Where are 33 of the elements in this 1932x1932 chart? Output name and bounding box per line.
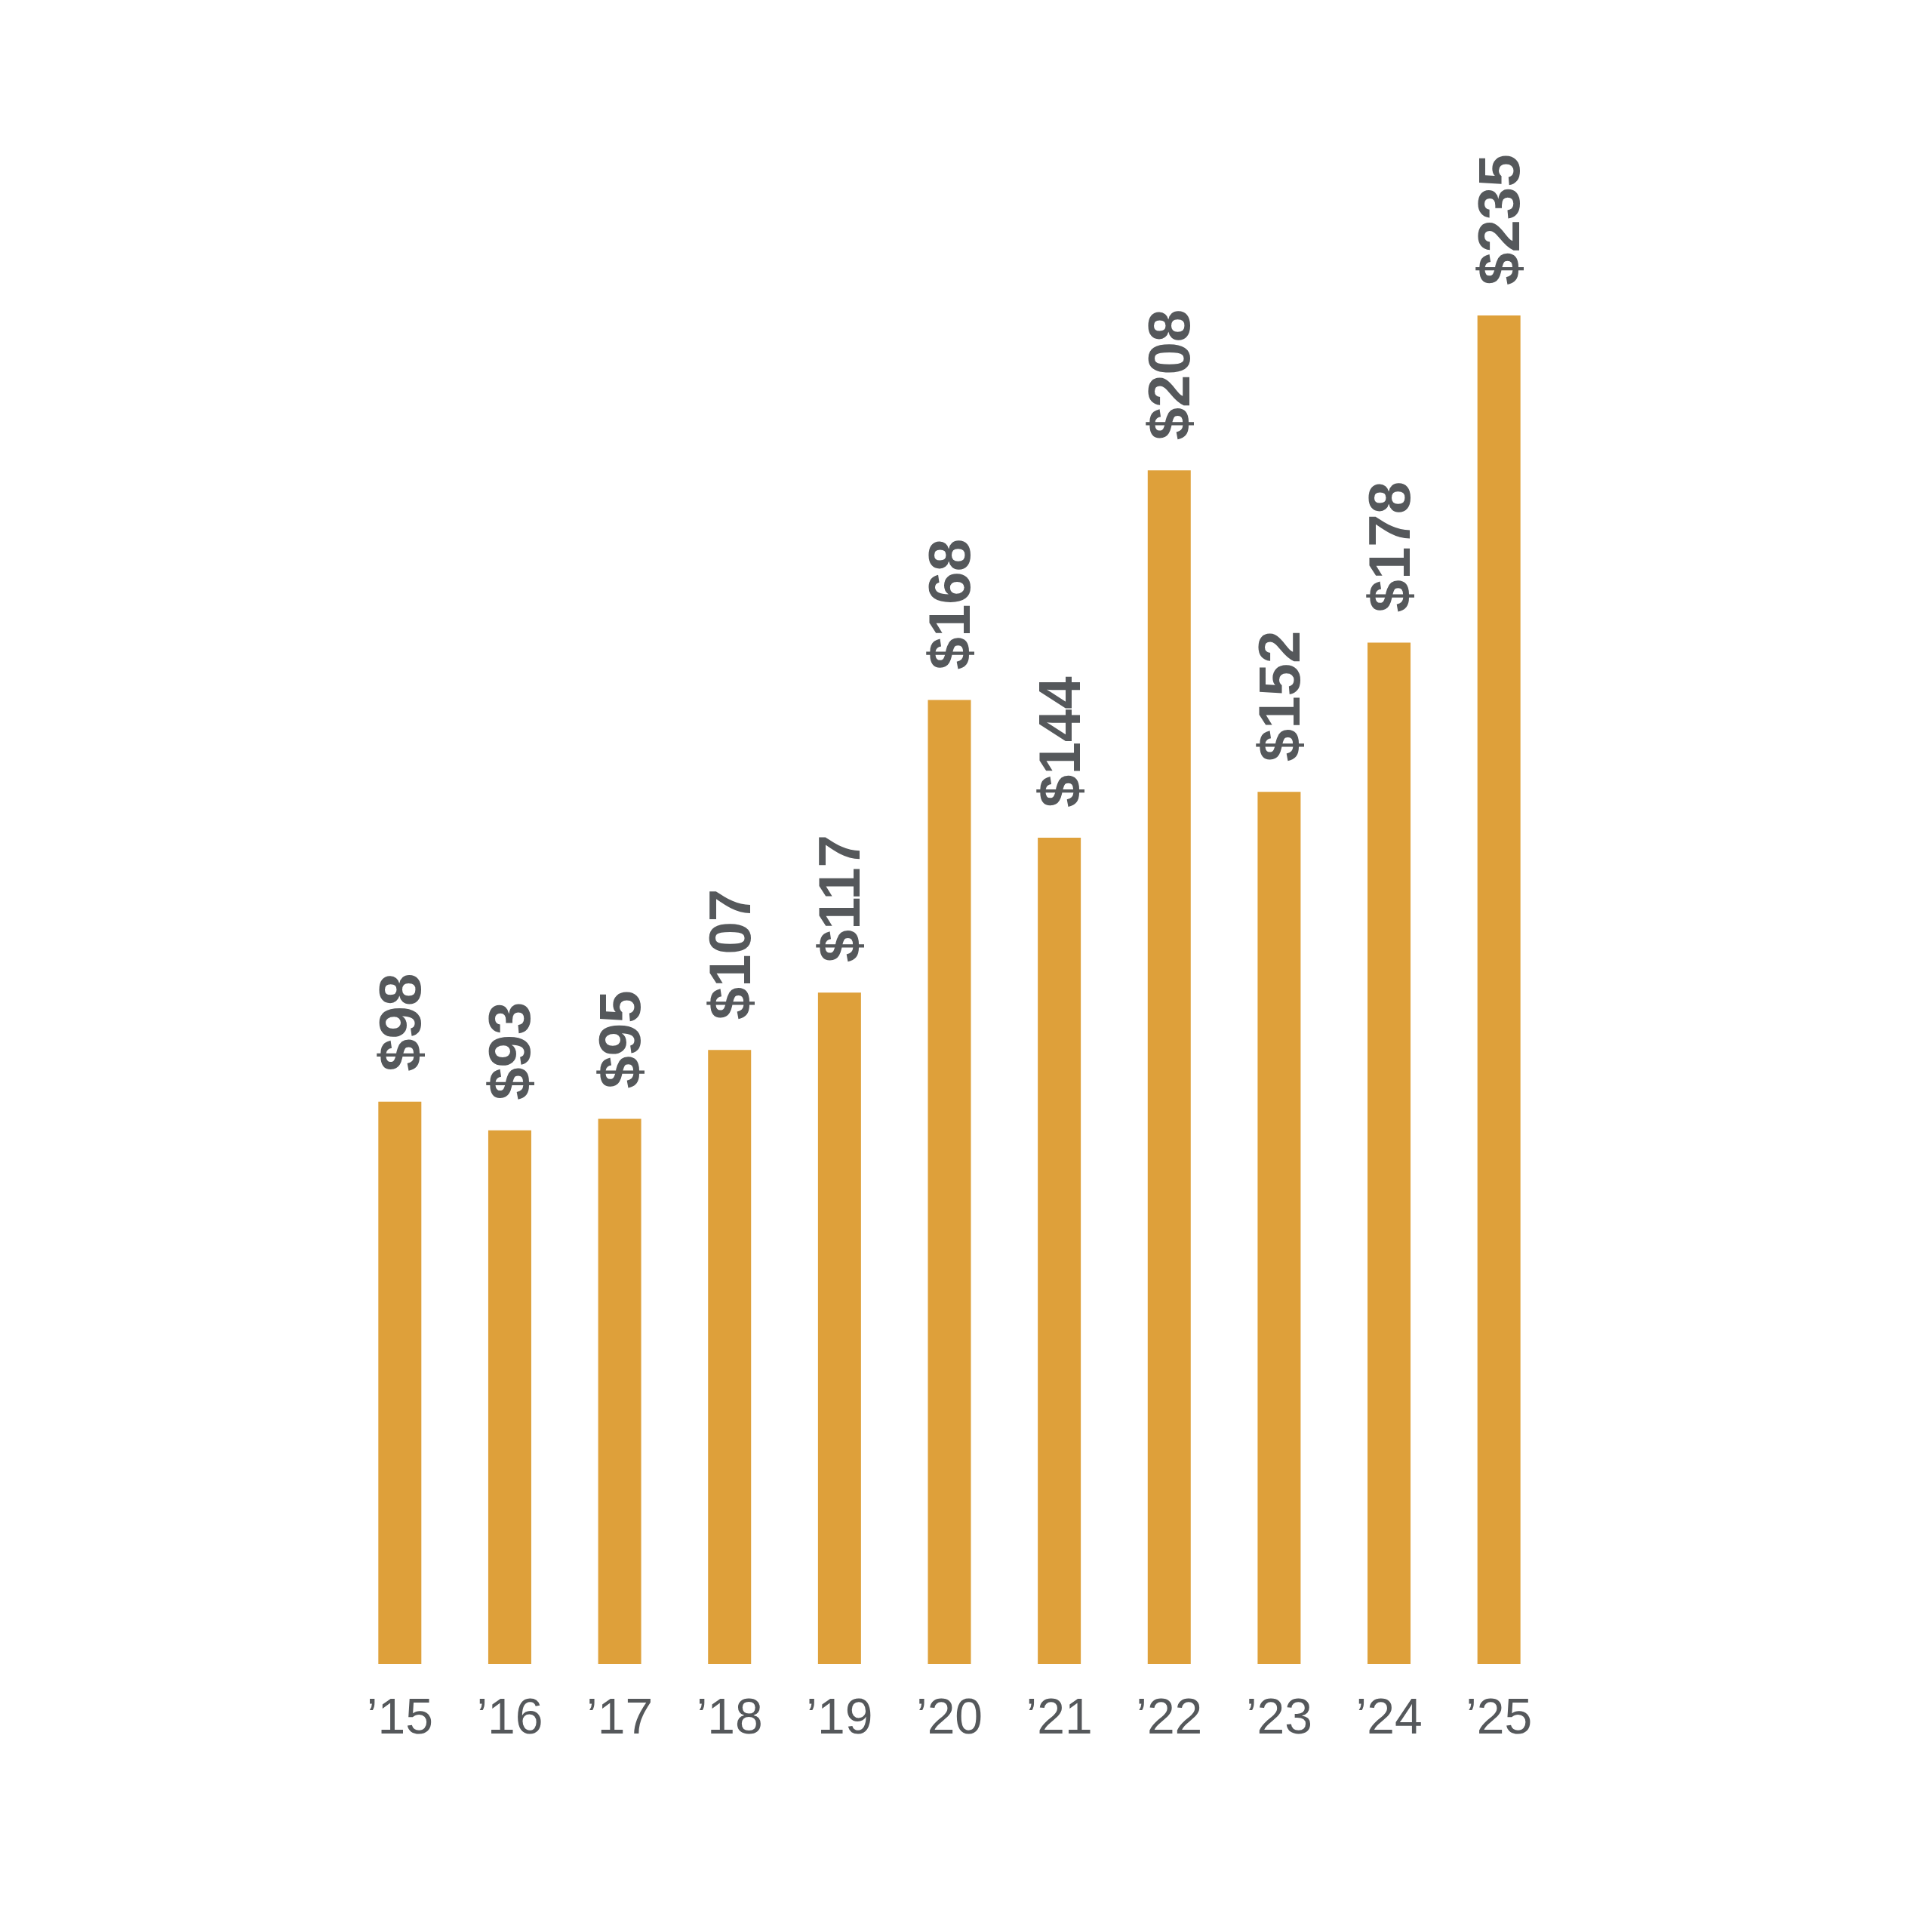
x-tick-label: ’18 [696, 1688, 763, 1744]
bar [708, 1050, 752, 1664]
bar [378, 1101, 422, 1664]
bar [1257, 792, 1301, 1664]
x-tick-label: ’24 [1355, 1688, 1423, 1744]
bar [488, 1130, 531, 1664]
x-tick-label: ’21 [1026, 1688, 1093, 1744]
bar [928, 700, 971, 1664]
data-label: $168 [916, 538, 983, 670]
data-label: $117 [806, 835, 873, 963]
data-label: $208 [1136, 309, 1203, 441]
bar [1147, 470, 1191, 1664]
x-tick-label: ’20 [915, 1688, 983, 1744]
bar [598, 1118, 641, 1664]
bar [1038, 837, 1081, 1664]
data-label: $98 [366, 973, 433, 1072]
x-tick-label: ’25 [1466, 1688, 1533, 1744]
bar [1367, 642, 1411, 1664]
x-tick-label: ’23 [1245, 1688, 1312, 1744]
data-label: $235 [1466, 154, 1533, 285]
bar [1477, 315, 1521, 1664]
data-label: $93 [476, 1001, 543, 1100]
bar [817, 992, 861, 1664]
x-tick-label: ’16 [476, 1688, 543, 1744]
data-label: $178 [1355, 481, 1423, 613]
x-tick-label: ’19 [806, 1688, 873, 1744]
x-tick-label: ’17 [586, 1688, 654, 1744]
data-label: $107 [696, 888, 763, 1020]
data-label: $144 [1026, 676, 1093, 808]
data-label: $95 [586, 990, 654, 1089]
x-tick-label: ’15 [366, 1688, 433, 1744]
data-label: $152 [1245, 630, 1312, 762]
x-tick-label: ’22 [1136, 1688, 1203, 1744]
